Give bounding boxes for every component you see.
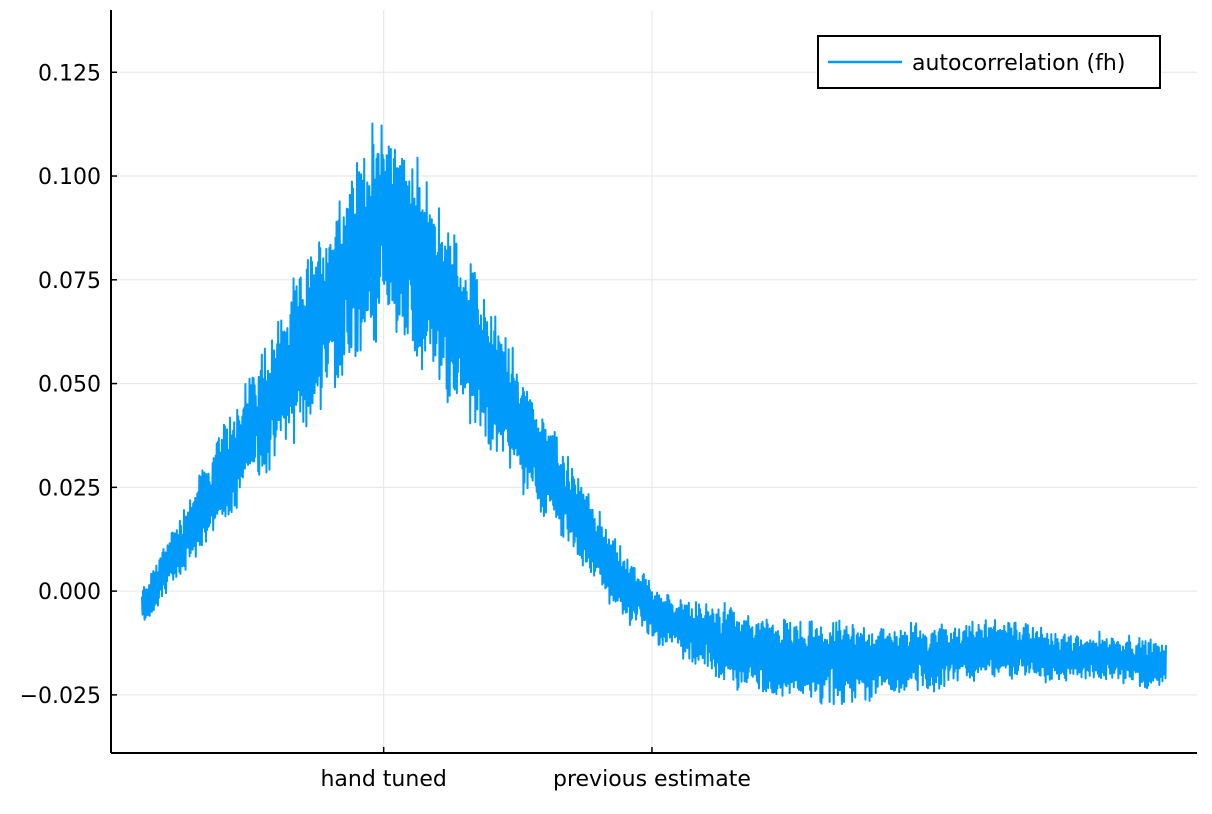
y-tick-label: −0.025	[20, 684, 101, 709]
legend-label: autocorrelation (fh)	[912, 51, 1125, 76]
y-axis-ticks: −0.025 0.000 0.025 0.050 0.075 0.100 0.125	[20, 61, 117, 709]
series-line-autocorrelation	[141, 122, 1167, 706]
y-tick-label: 0.075	[38, 269, 101, 294]
x-tick-label: previous estimate	[553, 767, 751, 792]
x-tick-label: hand tuned	[320, 767, 446, 792]
y-tick-label: 0.000	[38, 580, 101, 605]
x-axis-ticks: hand tuned previous estimate	[320, 747, 751, 792]
y-tick-label: 0.125	[38, 61, 101, 86]
axes	[110, 10, 1197, 754]
y-tick-label: 0.050	[38, 373, 101, 398]
y-tick-label: 0.025	[38, 476, 101, 501]
legend: autocorrelation (fh)	[817, 35, 1161, 89]
series-layer	[141, 122, 1167, 706]
y-tick-label: 0.100	[38, 165, 101, 190]
